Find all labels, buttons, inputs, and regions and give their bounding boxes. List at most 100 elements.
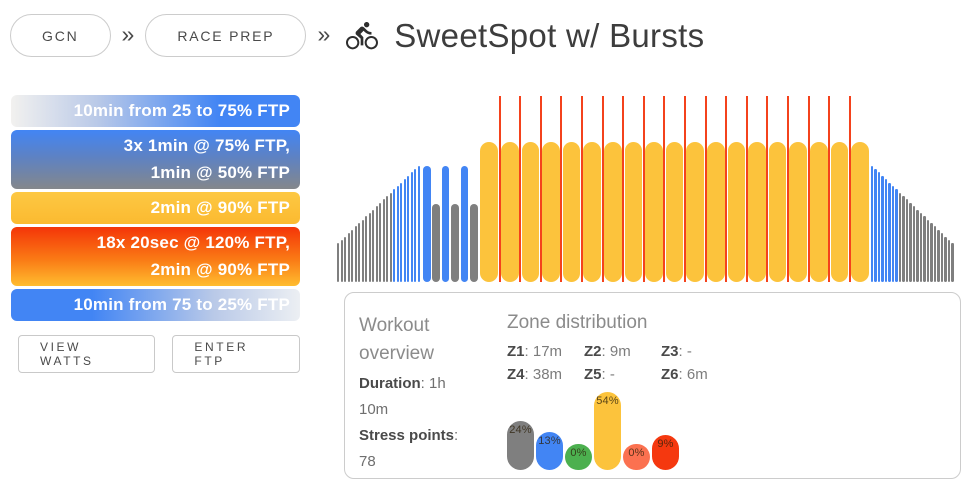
view-watts-button[interactable]: VIEW WATTS: [18, 335, 156, 373]
workout-bar: [386, 196, 389, 282]
zone-bubble-percent: 13%: [538, 434, 561, 447]
burst-spike: [683, 96, 686, 282]
workout-bar: [851, 142, 869, 282]
workout-bar: [423, 166, 431, 282]
workout-overview-section: Workout overview Duration: 1h 10m Stress…: [359, 312, 507, 478]
workout-bar: [895, 189, 898, 282]
workout-bar: [451, 204, 459, 282]
workout-step-4[interactable]: 18x 20sec @ 120% FTP, 2min @ 90% FTP: [11, 227, 300, 286]
workout-bar: [810, 142, 828, 282]
workout-bar: [562, 142, 581, 282]
workout-bar: [417, 166, 420, 282]
stress-points-label: Stress points: [359, 427, 455, 444]
workout-bar: [874, 169, 877, 282]
breadcrumb-race-prep[interactable]: RACE PREP: [145, 14, 307, 57]
workout-bar: [337, 243, 340, 282]
page-title: SweetSpot w/ Bursts: [394, 16, 705, 54]
workout-step-label: 1min @ 50% FTP: [150, 163, 290, 182]
enter-ftp-button[interactable]: ENTER FTP: [172, 335, 300, 373]
burst-spike: [704, 96, 707, 282]
workout-bar: [891, 186, 895, 282]
workout-bar: [372, 210, 375, 282]
colon: :: [454, 427, 459, 444]
workout-bar: [951, 243, 954, 282]
burst-spike: [498, 96, 501, 282]
burst-spike: [828, 96, 831, 282]
zone-bubble-z2: 13%: [536, 431, 563, 470]
workout-bar: [933, 226, 937, 282]
workout-bar: [604, 142, 622, 282]
breadcrumb-gcn[interactable]: GCN: [10, 14, 111, 57]
workout-bar: [400, 183, 403, 282]
zone-bubble-z3: 0%: [565, 444, 592, 470]
workout-bar: [542, 142, 560, 282]
zone-bubble-percent: 54%: [596, 395, 619, 408]
burst-spike: [642, 96, 645, 282]
workout-bar: [665, 142, 684, 282]
workout-bar: [877, 172, 881, 282]
burst-spike: [622, 96, 625, 282]
workout-step-label: 2min @ 90% FTP: [150, 260, 290, 279]
workout-bar: [686, 142, 704, 282]
workout-bar: [382, 199, 385, 282]
workout-bar: [884, 179, 888, 282]
workout-bar: [768, 142, 787, 282]
workout-bar: [926, 220, 930, 282]
workout-overview-card: Workout overview Duration: 1h 10m Stress…: [344, 292, 961, 479]
workout-step-2[interactable]: 3x 1min @ 75% FTP, 1min @ 50% FTP: [11, 130, 300, 189]
zone-bubble-z1: 24%: [507, 420, 534, 470]
zone-bubble-percent: 0%: [570, 447, 587, 459]
workout-bar: [361, 220, 364, 282]
workout-bar: [944, 237, 947, 282]
workout-bar: [407, 176, 410, 282]
workout-bar: [940, 233, 944, 282]
workout-bar: [947, 240, 951, 282]
colon: :: [420, 375, 425, 392]
workout-bar: [375, 206, 378, 282]
workout-step-label: 10min from 75 to 25% FTP: [73, 295, 290, 314]
workout-bar: [898, 193, 902, 282]
overview-title: Workout overview: [359, 315, 434, 364]
workout-step-label: 10min from 25 to 75% FTP: [73, 101, 290, 120]
zone-bubble-percent: 0%: [628, 447, 645, 459]
workout-bar: [905, 199, 909, 282]
workout-bar: [881, 176, 884, 282]
workout-bar: [937, 230, 940, 282]
zone-time-z6: Z6: 6m: [661, 366, 708, 383]
workout-bar: [460, 166, 469, 282]
workout-bar: [624, 142, 643, 282]
burst-spike: [601, 96, 604, 282]
zone-bubble-percent: 9%: [657, 438, 674, 451]
burst-spike: [745, 96, 748, 282]
workout-step-3[interactable]: 2min @ 90% FTP: [11, 192, 300, 224]
workout-bar: [441, 166, 450, 282]
zone-bubble-chart: 24% 13% 0% 54% 0% 9%: [507, 390, 946, 470]
workout-bar: [501, 142, 519, 282]
workout-bar: [354, 226, 357, 282]
workout-bar: [727, 142, 746, 282]
zone-distribution-section: Zone distribution Z1: 17m Z2: 9m Z3: - Z4: …: [507, 312, 946, 478]
burst-spike: [786, 96, 789, 282]
workout-steps-panel: 10min from 25 to 75% FTP 3x 1min @ 75% FT…: [11, 95, 300, 373]
workout-bar: [389, 193, 392, 282]
zone-distribution-title: Zone distribution: [507, 312, 648, 333]
workout-bar: [748, 142, 766, 282]
burst-spike: [539, 96, 542, 282]
workout-bar: [912, 206, 916, 282]
duration-label: Duration: [359, 375, 421, 392]
workout-step-1[interactable]: 10min from 25 to 75% FTP: [11, 95, 300, 127]
workout-bar: [888, 183, 891, 282]
workout-step-label: 18x 20sec @ 120% FTP,: [96, 233, 290, 252]
burst-spike: [663, 96, 666, 282]
workout-bar: [480, 142, 498, 282]
workout-bar: [393, 189, 396, 282]
workout-bar: [923, 216, 926, 282]
duration-value: 1h 10m: [359, 375, 446, 418]
burst-spike: [848, 96, 851, 282]
workout-bar: [902, 196, 905, 282]
workout-bar: [930, 223, 933, 282]
burst-spike: [580, 96, 583, 282]
workout-step-5[interactable]: 10min from 75 to 25% FTP: [11, 289, 300, 321]
stress-points-value: 78: [359, 453, 376, 470]
workout-step-label: 3x 1min @ 75% FTP,: [123, 136, 290, 155]
